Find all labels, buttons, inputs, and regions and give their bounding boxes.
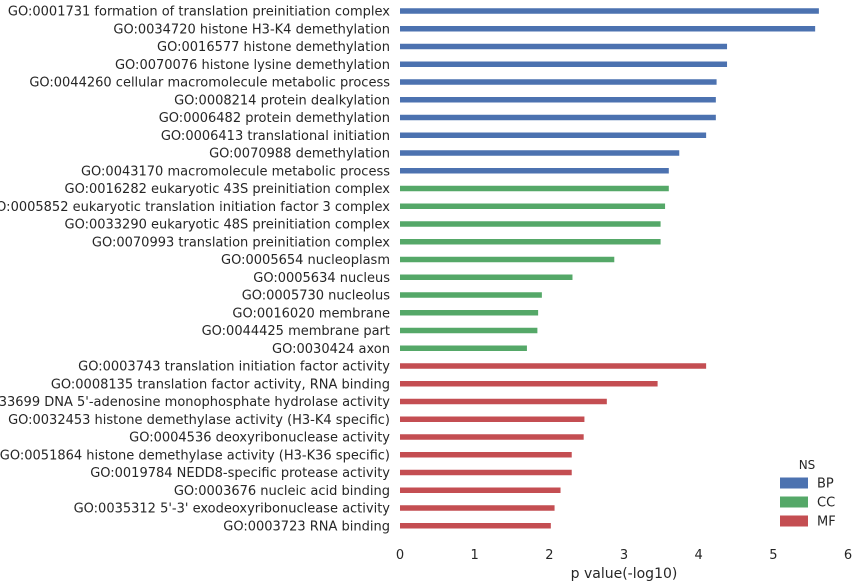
- category-label: GO:0016282 eukaryotic 43S preinitiation …: [65, 182, 391, 197]
- category-label: GO:0005634 nucleus: [253, 271, 390, 286]
- bar-cc: [400, 310, 539, 316]
- x-tick-label: 1: [471, 548, 479, 563]
- bar-mf: [400, 505, 555, 511]
- category-label: GO:0016020 membrane: [232, 306, 390, 321]
- bar-cc: [400, 185, 669, 192]
- x-tick-label: 2: [545, 548, 553, 563]
- bar-mf: [400, 434, 584, 440]
- legend-swatch-cc: [780, 496, 808, 508]
- category-label: GO:0006413 translational initiation: [161, 129, 390, 144]
- category-label: GO:0030424 axon: [272, 342, 390, 357]
- bar-bp: [400, 114, 716, 121]
- category-label: GO:0019784 NEDD8-specific protease activ…: [90, 466, 390, 481]
- category-label: GO:0034720 histone H3-K4 demethylation: [113, 22, 390, 37]
- category-label: GO:0005730 nucleolus: [242, 289, 391, 304]
- legend-title: NS: [799, 458, 816, 472]
- category-label: GO:0008214 protein dealkylation: [174, 93, 390, 108]
- category-label: GO:0070988 demethylation: [209, 147, 390, 162]
- bars-group: [400, 8, 819, 529]
- bar-mf: [400, 487, 561, 493]
- legend-swatch-mf: [780, 515, 808, 527]
- bar-cc: [400, 256, 615, 263]
- legend-label-mf: MF: [817, 515, 836, 530]
- x-tick-label: 3: [620, 548, 628, 563]
- bar-mf: [400, 452, 572, 458]
- bar-bp: [400, 43, 728, 50]
- bar-bp: [400, 150, 680, 156]
- bar-cc: [400, 221, 661, 227]
- bar-cc: [400, 345, 527, 351]
- bar-mf: [400, 469, 572, 476]
- category-label: GO:0005654 nucleoplasm: [221, 253, 390, 268]
- legend-swatch-bp: [780, 477, 808, 489]
- category-label: GO:0033290 eukaryotic 48S preinitiation …: [65, 218, 391, 233]
- legend: NS BP CC MF: [780, 458, 836, 530]
- legend-label-cc: CC: [817, 496, 835, 511]
- category-label: GO:0032453 histone demethylase activity …: [8, 413, 390, 428]
- category-label: GO:0051864 histone demethylase activity …: [0, 448, 390, 463]
- category-label: GO:0044260 cellular macromolecule metabo…: [29, 76, 390, 91]
- category-label: GO:0003676 nucleic acid binding: [174, 484, 390, 499]
- bar-cc: [400, 292, 542, 298]
- category-label: GO:0005852 eukaryotic translation initia…: [0, 200, 390, 215]
- bar-mf: [400, 416, 585, 422]
- bar-cc: [400, 239, 661, 245]
- bar-mf: [400, 398, 607, 405]
- x-tick-label: 4: [695, 548, 703, 563]
- x-axis-ticks: 0 1 2 3 4 5 6: [396, 548, 852, 563]
- category-label: GO:0001731 formation of translation prei…: [8, 5, 390, 20]
- x-axis-title: p value(-log10): [571, 566, 678, 582]
- bar-mf: [400, 523, 551, 529]
- bar-bp: [400, 132, 707, 138]
- bar-bp: [400, 79, 717, 85]
- category-label: GO:0044425 membrane part: [202, 324, 390, 339]
- bar-bp: [400, 8, 819, 14]
- category-label: GO:0003723 RNA binding: [223, 519, 390, 534]
- category-label: GO:0003743 translation initiation factor…: [78, 360, 390, 375]
- category-label: GO:0070993 translation preinitiation com…: [92, 235, 390, 250]
- category-label: GO:0004536 deoxyribonuclease activity: [129, 431, 390, 446]
- category-label: GO:0070076 histone lysine demethylation: [115, 58, 390, 73]
- category-label: GO:0006482 protein demethylation: [159, 111, 390, 126]
- bar-bp: [400, 26, 816, 32]
- category-label: GO:0033699 DNA 5'-adenosine monophosphat…: [0, 395, 390, 410]
- category-labels: GO:0001731 formation of translation prei…: [0, 5, 390, 535]
- bar-bp: [400, 168, 669, 174]
- legend-label-bp: BP: [817, 477, 834, 492]
- bar-cc: [400, 274, 573, 280]
- bar-bp: [400, 61, 728, 67]
- bar-cc: [400, 203, 666, 209]
- category-label: GO:0035312 5'-3' exodeoxyribonuclease ac…: [74, 502, 391, 517]
- category-label: GO:0016577 histone demethylation: [157, 40, 390, 55]
- bar-cc: [400, 327, 538, 334]
- x-tick-label: 0: [396, 548, 404, 563]
- bar-mf: [400, 381, 658, 387]
- bar-mf: [400, 363, 707, 369]
- bar-bp: [400, 97, 716, 103]
- x-tick-label: 6: [844, 548, 852, 563]
- x-tick-label: 5: [769, 548, 777, 563]
- category-label: GO:0043170 macromolecule metabolic proce…: [81, 164, 390, 179]
- category-label: GO:0008135 translation factor activity, …: [51, 377, 390, 392]
